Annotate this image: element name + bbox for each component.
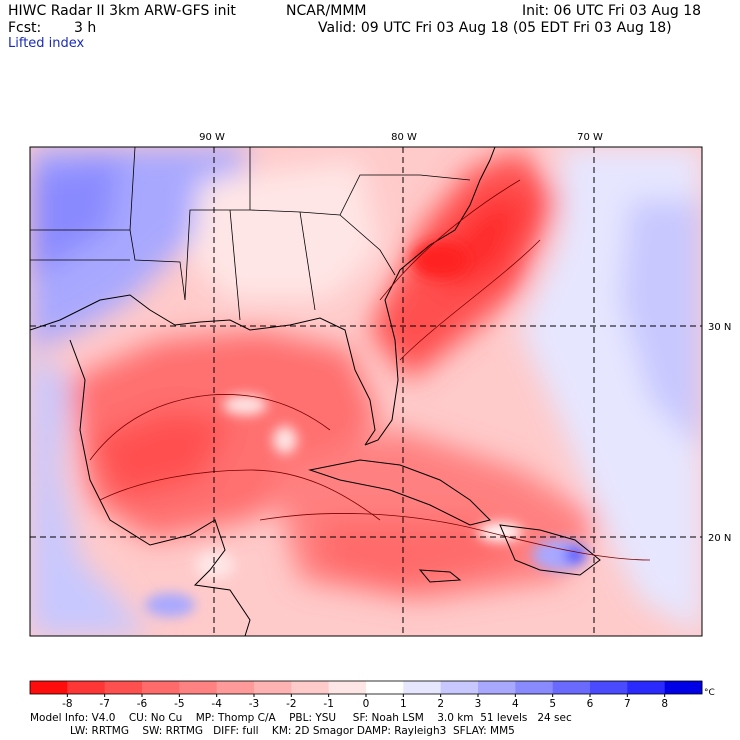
- org-label: NCAR/MMM: [286, 3, 367, 19]
- colorbar-tick-label: -6: [137, 698, 148, 710]
- colorbar-unit: °C: [704, 688, 715, 698]
- colorbar-swatch: [366, 681, 404, 694]
- fcst-value: 3 h: [74, 20, 97, 36]
- fcst-label: Fcst:: [8, 20, 42, 36]
- colorbar-swatch: [515, 681, 554, 694]
- colorbar-swatch: [664, 681, 703, 694]
- colorbar-swatch: [328, 681, 367, 694]
- colorbar-swatch: [30, 681, 68, 694]
- colorbar-tick-label: -1: [323, 698, 333, 710]
- colorbar-tick-label: 3: [475, 698, 482, 710]
- lifted-index-field: [30, 147, 702, 636]
- field-name: Lifted index: [8, 36, 85, 51]
- colorbar-tick-label: 1: [400, 698, 407, 710]
- colorbar-swatch: [254, 681, 292, 694]
- colorbar-swatch: [179, 681, 218, 694]
- colorbar-tick-label: 0: [363, 698, 370, 710]
- lat-label-30n: 30 N: [708, 322, 731, 333]
- colorbar-swatch: [403, 681, 442, 694]
- colorbar-tick-label: -7: [99, 698, 109, 710]
- colorbar-swatch: [552, 681, 591, 694]
- colorbar-tick-label: -8: [62, 698, 72, 710]
- colorbar-swatch: [67, 681, 106, 694]
- lon-label-90w: 90 W: [199, 132, 225, 143]
- colorbar-swatch: [478, 681, 516, 694]
- colorbar-swatch: [627, 681, 666, 694]
- colorbar-swatch: [216, 681, 255, 694]
- colorbar-swatch: [142, 681, 180, 694]
- colorbar-tick-label: 8: [661, 698, 668, 710]
- colorbar-tick-label: -2: [286, 698, 296, 710]
- colorbar-tick-label: 6: [587, 698, 594, 710]
- colorbar-swatch: [104, 681, 143, 694]
- colorbar-tick-label: -4: [211, 698, 222, 710]
- colorbar-tick-label: 4: [512, 698, 519, 710]
- colorbar-tick-label: 2: [437, 698, 444, 710]
- model-info-line2: LW: RRTMG SW: RRTMG DIFF: full KM: 2D Sm…: [70, 725, 515, 737]
- colorbar-swatch: [440, 681, 479, 694]
- colorbar: -8 -7 -6 -5 -4 -3 -2 -1 0 1 2 3 4 5 6 7 8 °C: [29, 680, 715, 710]
- map-title: HIWC Radar II 3km ARW-GFS init: [8, 3, 236, 19]
- colorbar-tick-label: -3: [249, 698, 259, 710]
- lat-label-20n: 20 N: [708, 533, 731, 544]
- init-time: Init: 06 UTC Fri 03 Aug 18: [522, 3, 702, 19]
- colorbar-tick-label: 5: [549, 698, 556, 710]
- lon-label-70w: 70 W: [577, 132, 603, 143]
- model-info-line1: Model Info: V4.0 CU: No Cu MP: Thomp C/A…: [30, 712, 572, 724]
- colorbar-tick-label: 7: [624, 698, 631, 710]
- colorbar-swatch: [291, 681, 330, 694]
- lon-label-80w: 80 W: [391, 132, 417, 143]
- colorbar-swatch: [590, 681, 628, 694]
- valid-time: Valid: 09 UTC Fri 03 Aug 18 (05 EDT Fri …: [318, 20, 672, 36]
- colorbar-tick-label: -5: [174, 698, 184, 710]
